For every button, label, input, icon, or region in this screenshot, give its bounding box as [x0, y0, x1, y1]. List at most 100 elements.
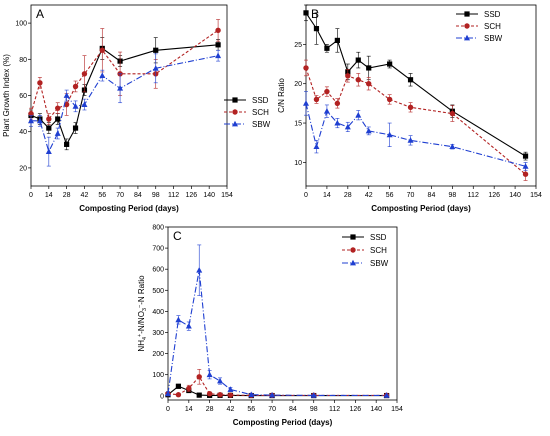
x-tick-label: 70	[407, 192, 415, 199]
data-point	[366, 65, 372, 71]
x-tick-label: 0	[29, 192, 33, 199]
data-point	[334, 37, 340, 44]
data-point	[45, 148, 52, 155]
series-sch	[303, 59, 529, 181]
series-ssd	[165, 383, 390, 399]
x-tick-label: 126	[488, 192, 500, 199]
y-tick-label: 600	[152, 267, 164, 274]
data-point	[324, 45, 330, 51]
x-tick-label: 0	[304, 192, 308, 199]
x-tick-label: 14	[45, 192, 53, 199]
x-axis-title: Composting Period (days)	[79, 204, 179, 213]
x-tick-label: 84	[428, 192, 436, 199]
panel-letter: A	[36, 7, 44, 21]
data-point	[407, 104, 414, 111]
x-tick-label: 56	[247, 406, 255, 413]
series-sch	[28, 19, 221, 125]
data-point	[196, 374, 202, 380]
x-tick-label: 56	[98, 192, 106, 199]
x-axis-title: Composting Period (days)	[233, 418, 333, 427]
data-point	[206, 371, 213, 378]
data-point	[99, 47, 105, 53]
panel-letter: B	[311, 7, 319, 21]
data-point	[215, 27, 221, 34]
x-tick-label: 140	[370, 406, 382, 413]
data-point	[152, 65, 159, 71]
panel-a: 0 14 28 42 56 70 84 98 112 126 140 154 20 40 60 80 100 Co…	[2, 4, 271, 213]
y-tick-label: 80	[19, 57, 27, 64]
data-point	[36, 117, 43, 124]
data-point	[72, 125, 79, 131]
x-tick-label: 140	[509, 192, 521, 199]
series-sbw	[165, 244, 390, 398]
legend-label: SCH	[252, 108, 269, 117]
data-point	[81, 101, 88, 107]
data-point	[99, 72, 106, 78]
data-point	[186, 385, 192, 392]
y-tick-label: 15	[294, 121, 302, 128]
data-point	[310, 392, 317, 398]
y-tick-label: 100	[152, 372, 164, 379]
data-point	[387, 61, 393, 67]
data-point	[54, 130, 61, 136]
data-point	[37, 80, 43, 86]
data-point	[522, 171, 529, 177]
data-point	[269, 391, 276, 398]
y-tick-label: 300	[152, 330, 164, 337]
x-tick-label: 126	[186, 192, 198, 199]
legend-label: SSD	[370, 233, 387, 242]
y-tick-label: 800	[152, 225, 164, 232]
legend: SSD SCH SBW	[224, 96, 271, 129]
x-tick-label: 42	[227, 406, 235, 413]
y-tick-label: 100	[15, 21, 27, 28]
data-point	[175, 392, 182, 398]
x-axis-title: Composting Period (days)	[371, 204, 471, 213]
data-point	[355, 77, 361, 83]
data-point	[81, 71, 88, 77]
plot-frame	[167, 226, 398, 401]
legend: SSD SCH SBW	[342, 233, 389, 268]
x-tick-label: 28	[344, 192, 352, 199]
data-point	[28, 117, 34, 124]
legend-label: SBW	[484, 34, 503, 43]
data-point	[196, 392, 202, 398]
x-tick-label: 28	[63, 192, 71, 199]
data-point	[522, 163, 529, 169]
data-point	[55, 105, 61, 111]
data-point	[355, 57, 361, 63]
legend-label: SSD	[484, 10, 501, 19]
legend-marker	[232, 120, 238, 127]
x-tick-label: 98	[152, 192, 160, 199]
data-point	[386, 96, 393, 103]
panel-b: 0 14 28 42 56 70 84 98 112 126 140 154 10 15 20 25 Compo…	[277, 4, 542, 213]
panel-c: 0 14 28 42 56 70 84 98 112 126 140 154 0 100 200 300 400…	[137, 225, 403, 428]
legend-label: SBW	[252, 120, 271, 129]
data-point	[303, 10, 309, 16]
data-point	[227, 386, 234, 392]
data-point	[366, 80, 372, 87]
data-point	[303, 65, 309, 71]
data-point	[46, 125, 52, 131]
data-point	[313, 26, 320, 32]
legend-marker	[232, 97, 238, 103]
y-tick-label: 25	[294, 42, 302, 49]
data-point	[165, 390, 171, 397]
data-point	[355, 111, 362, 118]
y-tick-label: 20	[19, 165, 27, 172]
data-point	[153, 47, 159, 53]
y-tick-label: 700	[152, 246, 164, 253]
data-point	[383, 392, 390, 398]
series-line	[31, 55, 219, 154]
y-tick-label: 10	[294, 160, 302, 167]
data-point	[46, 116, 52, 122]
x-tick-label: 112	[329, 406, 340, 413]
plot-frame	[30, 4, 228, 187]
data-point	[386, 131, 393, 138]
data-point	[313, 143, 320, 150]
data-point	[365, 127, 372, 134]
x-tick-label: 112	[468, 192, 479, 199]
data-point	[28, 110, 34, 117]
legend-marker	[350, 247, 356, 253]
data-point	[215, 42, 221, 48]
data-point	[345, 73, 351, 79]
